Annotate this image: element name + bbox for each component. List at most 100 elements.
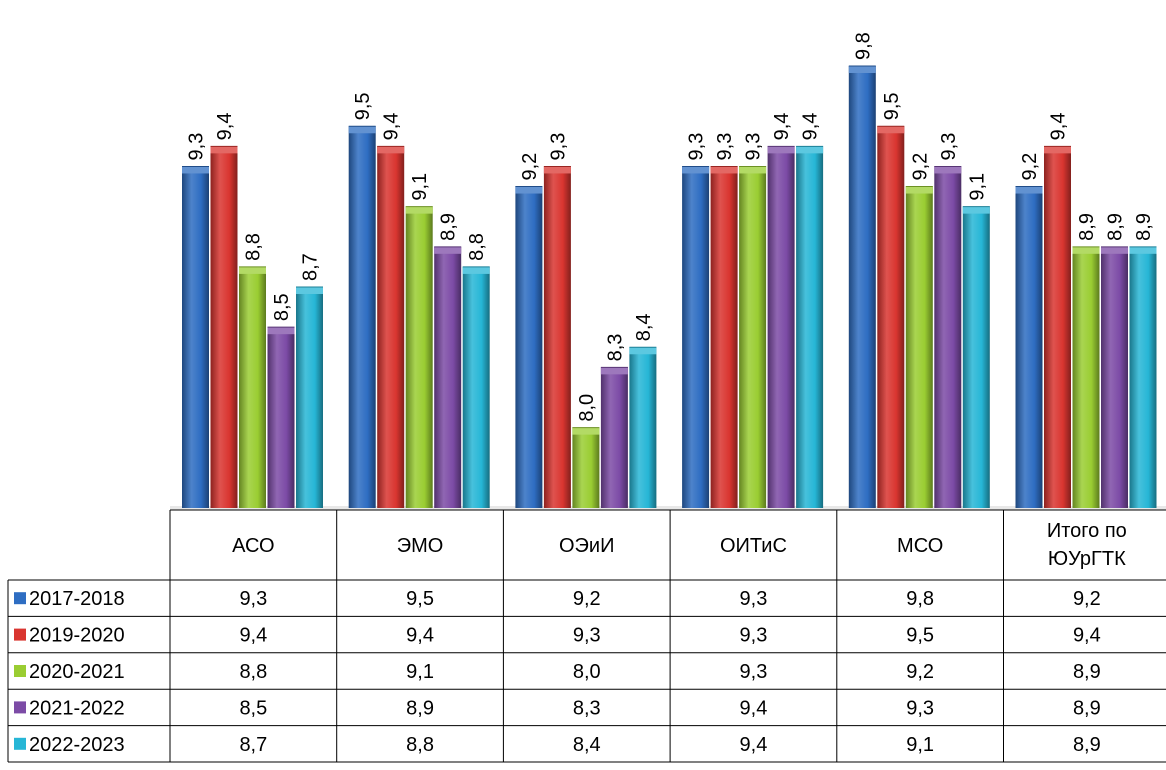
bar-2022-2023-1 [462, 266, 490, 508]
table-cell-value: 8,9 [406, 697, 434, 719]
table-cell-value: 9,2 [906, 661, 934, 683]
category-label: ОЭиИ [559, 535, 614, 557]
data-label: 9,5 [352, 92, 374, 120]
data-label: 9,4 [214, 113, 236, 141]
table-cell-value: 8,5 [239, 697, 267, 719]
bar-cap [1044, 146, 1071, 154]
data-label: 9,8 [852, 32, 874, 60]
bar-2021-2022-1 [434, 246, 462, 508]
legend-swatch [14, 665, 26, 677]
bar-2021-2022-0 [267, 327, 295, 508]
category-label: ЭМО [397, 535, 444, 557]
data-label: 9,5 [881, 92, 903, 120]
bar-cap [462, 266, 490, 274]
bar-cap [348, 126, 376, 134]
table-cell-value: 9,4 [740, 697, 768, 719]
data-labels-layer: 9,3 9,4 8,8 8,5 8,7 9,5 9,4 9,1 8,9 8,8 9,2 9,3 8,0 8… [186, 32, 1156, 421]
table-cell-value: 9,3 [906, 697, 934, 719]
bar-2022-2023-0 [296, 287, 323, 508]
table-cell-value: 9,3 [740, 588, 768, 610]
data-label: 8,9 [1133, 213, 1155, 241]
bar-cap [739, 166, 767, 174]
bar-2021-2022-3 [767, 146, 795, 508]
table-cell-value: 9,5 [406, 588, 434, 610]
data-label: 9,3 [743, 133, 765, 161]
bar-2017-2018-3 [682, 166, 710, 509]
bar-2022-2023-5 [1129, 246, 1157, 508]
data-label: 9,3 [714, 133, 736, 161]
bar-2019-2020-0 [210, 146, 238, 508]
data-label: 9,4 [1048, 113, 1070, 141]
bar-cap [239, 266, 266, 274]
bar-cap [682, 166, 710, 174]
data-label: 8,3 [604, 334, 626, 362]
table-cell-value: 8,8 [239, 661, 267, 683]
data-label: 8,7 [300, 253, 322, 281]
bar-cap [767, 146, 795, 154]
bar-cap [1072, 246, 1100, 254]
bar-2019-2020-1 [377, 146, 405, 508]
table-cell-value: 8,8 [406, 734, 434, 756]
bar-2020-2021-3 [739, 166, 767, 509]
table-cell-value: 8,4 [573, 734, 601, 756]
bar-cap [934, 166, 962, 174]
data-label: 9,2 [1019, 153, 1041, 181]
table-cell-value: 9,3 [239, 588, 267, 610]
data-table: АСО ЭМО ОЭиИ ОИТиС МСО Итого по ЮУрГТК 2017-201… [7, 509, 1166, 763]
legend-swatch [14, 628, 26, 641]
data-label: 8,0 [576, 394, 598, 422]
data-label: 9,4 [771, 113, 793, 141]
bar-cap [182, 166, 209, 174]
data-label: 9,3 [938, 133, 960, 161]
bar-cap [877, 126, 905, 134]
table-cell-value: 9,2 [1073, 588, 1101, 610]
legend-swatch [14, 592, 26, 605]
table-cell-value: 8,9 [1073, 661, 1101, 683]
data-label: 9,1 [409, 173, 431, 201]
bar-cap [1129, 246, 1157, 254]
bar-cap [796, 146, 824, 154]
bar-cap [962, 206, 990, 214]
legend-label: 2017-2018 [29, 588, 125, 610]
data-label: 9,3 [186, 133, 208, 161]
table-cell-value: 8,9 [1073, 734, 1101, 756]
data-label: 8,9 [1105, 213, 1127, 241]
data-label: 9,2 [519, 153, 541, 181]
bar-2019-2020-5 [1044, 146, 1071, 508]
table-cell-value: 9,2 [573, 588, 601, 610]
bar-2022-2023-2 [629, 347, 657, 508]
category-label: АСО [232, 535, 274, 557]
table-cell-value: 8,3 [573, 697, 601, 719]
data-label: 8,8 [466, 233, 488, 261]
bar-cap [405, 206, 433, 214]
data-label: 9,3 [547, 133, 569, 161]
legend-label: 2021-2022 [29, 697, 125, 719]
table-cell-value: 9,4 [1073, 625, 1101, 647]
bar-2021-2022-2 [600, 367, 628, 508]
bar-cap [629, 347, 657, 355]
legend-swatch [14, 737, 26, 750]
legend-swatch [14, 701, 26, 714]
bar-2020-2021-1 [405, 206, 433, 509]
bar-cap [710, 166, 738, 174]
bar-2022-2023-3 [796, 146, 824, 508]
bar-2017-2018-2 [515, 186, 543, 508]
category-label: МСО [897, 535, 943, 557]
legend-label: 2019-2020 [29, 625, 125, 647]
bar-cap [543, 166, 571, 174]
bar-cap [377, 146, 405, 154]
bar-cap [600, 367, 628, 375]
bar-2020-2021-2 [572, 427, 600, 508]
data-label: 9,2 [909, 153, 931, 181]
table-cell-value: 9,4 [406, 625, 434, 647]
bar-2019-2020-4 [877, 126, 905, 508]
bar-2019-2020-3 [710, 166, 738, 509]
data-label: 9,3 [686, 133, 708, 161]
table-cell-value: 9,3 [740, 625, 768, 647]
bar-cap [848, 66, 876, 73]
data-label: 9,4 [381, 113, 403, 141]
category-label: Итого по ЮУрГТК [1047, 520, 1127, 570]
data-label: 9,1 [966, 173, 988, 201]
chart-floor [170, 506, 1166, 510]
